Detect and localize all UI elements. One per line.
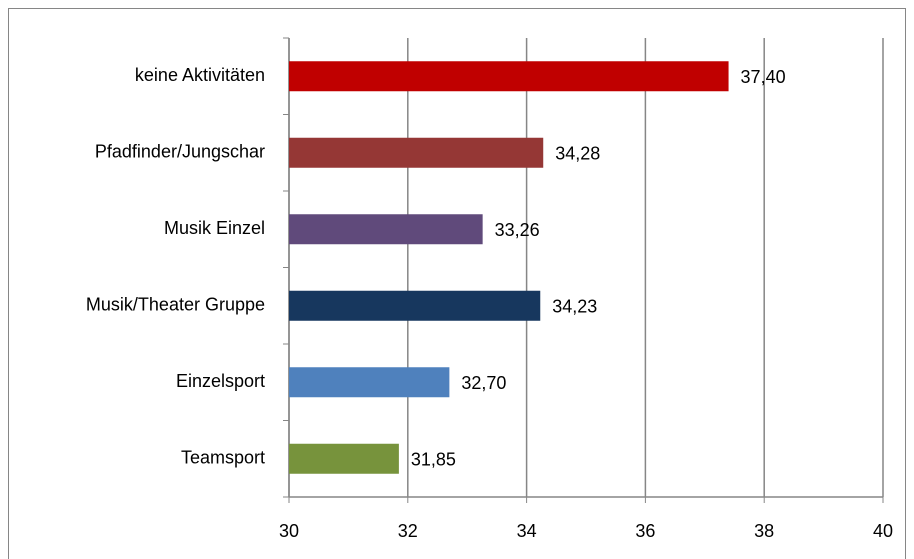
bar [289,443,399,474]
y-tick-label: keine Aktivitäten [135,65,265,85]
y-tick-label: Musik/Theater Gruppe [86,295,265,315]
value-label: 33,26 [495,220,540,240]
bar [289,137,544,168]
bar [289,290,541,321]
y-tick-label: Einzelsport [176,371,265,391]
y-tick-label: Musik Einzel [164,218,265,238]
value-label: 37,40 [741,67,786,87]
value-label: 34,28 [555,144,600,164]
bar [289,214,483,245]
value-label: 34,23 [552,297,597,317]
x-tick-label: 34 [517,521,537,541]
x-tick-label: 32 [398,521,418,541]
bar [289,367,450,398]
value-label: 31,85 [411,450,456,470]
bar [289,61,729,92]
y-tick-label: Pfadfinder/Jungschar [95,142,265,162]
y-tick-label: Teamsport [181,448,265,468]
value-label: 32,70 [461,373,506,393]
x-tick-label: 36 [635,521,655,541]
x-tick-label: 38 [754,521,774,541]
chart-border [8,8,906,559]
x-tick-label: 30 [279,521,299,541]
x-tick-label: 40 [873,521,893,541]
